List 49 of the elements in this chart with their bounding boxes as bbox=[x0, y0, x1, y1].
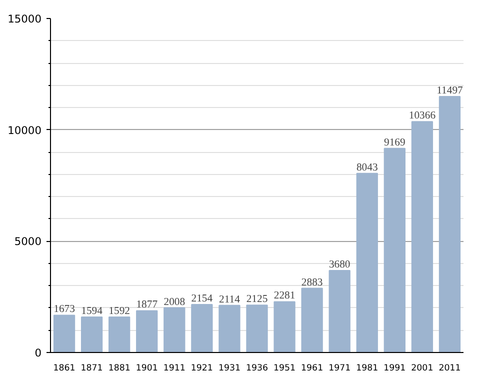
bar bbox=[438, 96, 461, 352]
data-label: 2154 bbox=[191, 294, 214, 305]
bar bbox=[53, 314, 76, 352]
bar bbox=[301, 288, 323, 352]
bar bbox=[164, 307, 186, 352]
x-tick-label: 1881 bbox=[108, 364, 130, 373]
bar bbox=[411, 121, 434, 352]
x-tick-label: 1921 bbox=[190, 364, 213, 373]
bar bbox=[191, 304, 213, 352]
data-label: 3680 bbox=[328, 260, 350, 271]
data-label: 2883 bbox=[301, 277, 323, 288]
x-tick-label: 1911 bbox=[163, 364, 186, 373]
data-label: 1877 bbox=[136, 300, 158, 311]
data-label: 10366 bbox=[408, 110, 436, 122]
data-label: 1594 bbox=[81, 306, 104, 318]
data-label: 8043 bbox=[356, 162, 378, 174]
bar bbox=[218, 304, 240, 352]
x-tick-label: 1931 bbox=[218, 364, 240, 373]
data-label: 1592 bbox=[108, 306, 130, 318]
data-label: 2125 bbox=[246, 294, 268, 306]
x-tick-label: 2011 bbox=[438, 364, 461, 373]
x-tick-label: 1901 bbox=[136, 364, 158, 373]
data-label: 11497 bbox=[436, 86, 464, 96]
bar bbox=[384, 148, 406, 352]
bar bbox=[246, 304, 268, 352]
bar bbox=[108, 316, 130, 352]
y-tick-label: 15000 bbox=[8, 12, 42, 26]
x-tick-label: 1936 bbox=[246, 364, 268, 373]
data-label: 2281 bbox=[274, 290, 296, 302]
bar bbox=[274, 301, 296, 352]
data-label: 2114 bbox=[219, 294, 241, 306]
bar bbox=[328, 270, 350, 352]
bar bbox=[80, 316, 103, 352]
y-tick-label: 0 bbox=[34, 346, 42, 360]
bar bbox=[136, 310, 158, 352]
x-tick-label: 1961 bbox=[301, 364, 324, 373]
data-label: 2008 bbox=[164, 296, 186, 308]
y-tick-label: 5000 bbox=[14, 235, 42, 248]
x-tick-label: 1991 bbox=[384, 364, 406, 373]
x-tick-label: 1871 bbox=[80, 364, 103, 373]
data-label: 1673 bbox=[54, 304, 75, 316]
x-tick-label: 1971 bbox=[328, 364, 351, 373]
bar bbox=[356, 172, 378, 352]
x-tick-label: 1861 bbox=[53, 364, 76, 373]
x-tick-label: 1951 bbox=[274, 364, 296, 373]
x-tick-label: 1981 bbox=[356, 364, 378, 373]
data-label: 9169 bbox=[384, 137, 406, 148]
x-tick-label: 2001 bbox=[411, 364, 434, 373]
y-tick-label: 10000 bbox=[8, 124, 42, 137]
